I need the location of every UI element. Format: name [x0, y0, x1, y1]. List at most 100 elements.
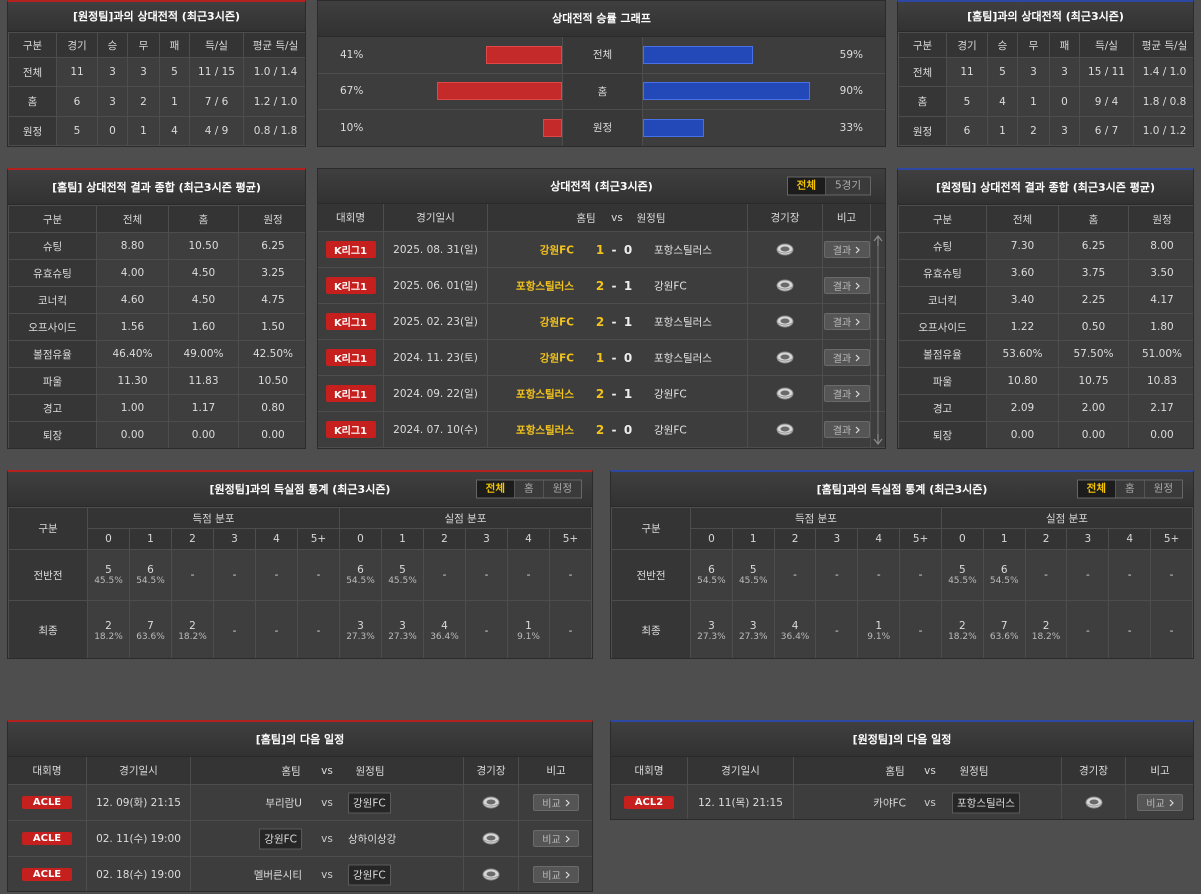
button-cell: 결과	[823, 412, 871, 447]
tab[interactable]: 원정	[1143, 480, 1182, 498]
home-score: 2	[595, 386, 605, 401]
column-header: 홈팀 vs 원정팀	[191, 757, 464, 784]
home-rate-label: 10%	[340, 121, 364, 134]
goal-percent: 18.2%	[948, 631, 977, 642]
column-label: 경기일시	[416, 212, 455, 224]
action-button[interactable]: 비교	[533, 794, 579, 811]
schedule-row: ACLE 02. 18(수) 19:00 멜버른시티 vs 강원FC 비교	[8, 857, 592, 891]
table-row: 전체 11 3 3 5 11 / 15 1.0 / 1.4	[8, 57, 305, 87]
distribution-cell: 3 27.3%	[690, 600, 733, 658]
bin-header: 1	[129, 528, 172, 550]
away-team: 포항스틸러스	[654, 244, 712, 256]
table-cell: 1.60	[168, 313, 239, 341]
row-label: 유효슈팅	[8, 259, 97, 287]
home-rate-bar	[485, 45, 562, 64]
panel-header: [원정팀]과의 득실점 통계 (최근3시즌) 전체 홈 원정	[8, 472, 592, 507]
distribution-cell: 7 63.6%	[129, 600, 172, 658]
action-button[interactable]: 결과	[823, 277, 870, 294]
bin-header: 3	[213, 528, 256, 550]
table-row: 최종 2 18.2% 7 63.6% 2 18.2% - - -3 27.3% 3 27.3% 4 36.4…	[8, 600, 592, 658]
goal-percent: 27.3%	[346, 631, 375, 642]
action-button[interactable]: 비교	[1137, 794, 1183, 811]
header-row: 구분 전체 홈 원정	[8, 205, 305, 233]
chevron	[855, 354, 861, 361]
column-header: 홈	[168, 205, 239, 233]
match-date: 2024. 07. 10(수)	[393, 424, 478, 436]
away-rate-label: 90%	[839, 85, 863, 98]
date-cell: 2025. 08. 31(일)	[384, 232, 488, 267]
tab[interactable]: 홈	[514, 480, 543, 498]
league-cell: K리그1	[318, 268, 384, 303]
panel-header: [홈팀]과의 득실점 통계 (최근3시즌) 전체 홈 원정	[611, 472, 1193, 507]
stadium-field	[780, 354, 790, 360]
away-team: 강원FC	[654, 388, 687, 400]
home-rate-label: 41%	[340, 48, 364, 61]
home-team: 포항스틸러스	[516, 424, 574, 436]
distribution-cell: 1 9.1%	[857, 600, 901, 658]
panel-title: [홈팀]과의 득실점 통계 (최근3시즌)	[816, 483, 988, 496]
table-cell: 10.50	[168, 232, 239, 260]
home-team: 강원FC	[259, 828, 302, 849]
home-rate-label: 67%	[340, 85, 364, 98]
column-header: 승	[97, 32, 128, 58]
table-cell: 2.09	[986, 394, 1059, 422]
goal-percent: 45.5%	[388, 576, 417, 586]
goal-count: 2	[959, 619, 966, 632]
match-row: K리그1 2025. 06. 01(일) 포항스틸러스 2-1 강원FC 결과	[318, 268, 885, 304]
table-cell: 10.75	[1058, 367, 1129, 395]
tab[interactable]: 홈	[1115, 480, 1144, 498]
league-badge: ACLE	[22, 868, 72, 881]
table-cell: 4.00	[96, 259, 169, 287]
action-button[interactable]: 결과	[823, 241, 870, 258]
empty-cell: -	[1150, 600, 1193, 658]
table-cell: 10.50	[238, 367, 305, 395]
category-label: 전체	[592, 49, 613, 62]
goal-percent: 45.5%	[948, 576, 977, 586]
bin-header: 3	[815, 528, 859, 550]
row-label: 슈팅	[898, 232, 987, 260]
column-label: 원정팀	[636, 212, 666, 224]
column-label: 원정팀	[959, 765, 989, 777]
column-header: 득/실	[1079, 32, 1134, 58]
button-cell: 비교	[519, 785, 592, 820]
action-button[interactable]: 결과	[823, 421, 870, 438]
panel: [원정팀]과의 득실점 통계 (최근3시즌) 전체 홈 원정 구분 득점 분포 실점 분포 0…	[7, 470, 593, 659]
row-label: 경고	[8, 394, 97, 422]
group-header: 실점 분포	[339, 507, 592, 529]
chevron-icon	[855, 354, 861, 361]
panel-title: [원정팀]과의 득실점 통계 (최근3시즌)	[209, 483, 391, 496]
empty-cell: -	[1150, 549, 1193, 601]
stadium-icon	[1085, 796, 1102, 809]
action-button[interactable]: 비교	[533, 830, 579, 847]
tab[interactable]: 원정	[542, 480, 581, 498]
row-label: 유효슈팅	[898, 259, 987, 287]
column-header: 구분	[898, 32, 947, 58]
column-header: 비고	[823, 204, 871, 231]
column-header: 구분	[8, 507, 88, 550]
tab[interactable]: 전체	[1077, 480, 1115, 498]
action-button[interactable]: 결과	[823, 349, 870, 366]
bin-header: 0	[940, 528, 984, 550]
column-header: 평균 득/실	[1133, 32, 1193, 58]
action-button[interactable]: 결과	[823, 385, 870, 402]
stadium-stand	[483, 839, 499, 843]
tab[interactable]: 전체	[787, 177, 825, 195]
score-separator: -	[611, 242, 617, 257]
away-team: 포항스틸러스	[654, 316, 712, 328]
stadium-icon	[482, 832, 500, 845]
away-rate-bar	[643, 45, 753, 64]
stadium-cell	[748, 376, 823, 411]
table-cell: 57.50%	[1058, 340, 1129, 368]
teams-cell: 카야FC vs 포항스틸러스	[794, 785, 1062, 819]
bin-header: 0	[690, 528, 733, 550]
tab[interactable]: 5경기	[824, 177, 870, 195]
button-label: 결과	[832, 390, 852, 401]
action-button[interactable]: 비교	[533, 866, 579, 883]
table-row: 파울 10.80 10.75 10.83	[898, 367, 1193, 395]
action-button[interactable]: 결과	[823, 313, 870, 330]
tab[interactable]: 전체	[476, 480, 514, 498]
goal-percent: 27.3%	[738, 631, 768, 642]
league-cell: K리그1	[318, 376, 384, 411]
table-cell: 4	[159, 116, 190, 146]
